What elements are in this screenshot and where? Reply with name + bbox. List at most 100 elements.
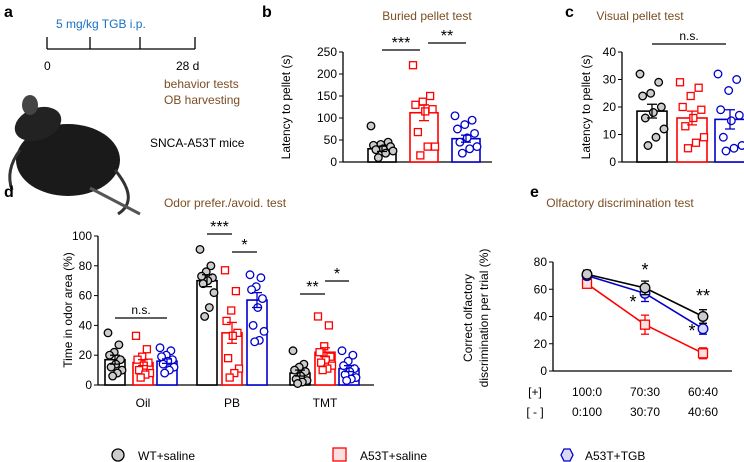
- significance-label: **: [306, 279, 318, 296]
- treatment-label: 5 mg/kg TGB i.p.: [56, 17, 146, 31]
- significance-label: **: [696, 286, 710, 306]
- x-tick-label-minus: 0:100: [572, 405, 602, 419]
- data-point: [200, 312, 210, 321]
- data-point: [131, 331, 141, 340]
- chart-title: Odor prefer./avoid. test: [164, 196, 287, 210]
- x-tick-label-plus: 60:40: [688, 385, 718, 399]
- significance-label: ***: [210, 219, 229, 236]
- y-axis-label: discrimination per trial (%): [477, 249, 491, 388]
- data-point: [639, 282, 651, 294]
- data-point: [209, 288, 219, 298]
- data-point: [158, 359, 168, 369]
- data-point: [416, 151, 425, 160]
- data-point: [638, 91, 648, 101]
- data-point: [425, 91, 435, 101]
- y-axis-label: Latency to pellet (s): [579, 55, 593, 160]
- data-point: [651, 132, 661, 142]
- panel-e: e Olfactory discrimination test Correct ol…: [461, 184, 732, 419]
- data-point: [195, 244, 205, 254]
- y-tick-label: 0: [540, 364, 547, 378]
- data-point: [713, 69, 723, 79]
- data-point: [423, 142, 432, 151]
- x-tick-label: PB: [224, 396, 240, 410]
- data-point: [373, 153, 383, 163]
- legend-label-tgb: A53T+TGB: [585, 449, 645, 462]
- timeline-start: 0: [44, 59, 51, 73]
- y-tick-label: 40: [79, 318, 93, 332]
- data-point: [697, 311, 709, 322]
- data-point: [724, 86, 734, 95]
- data-point: [697, 105, 706, 114]
- data-point: [639, 319, 651, 330]
- significance-label: **: [441, 28, 453, 45]
- data-point: [689, 113, 698, 123]
- x-tick-label: Oil: [136, 396, 151, 410]
- event-behavior: behavior tests: [164, 77, 239, 91]
- y-tick-label: 60: [534, 282, 548, 296]
- panel-label: d: [4, 184, 14, 201]
- y-tick-label: 40: [603, 45, 617, 59]
- legend-marker-a53t: [332, 447, 347, 462]
- y-tick-label: 40: [534, 310, 548, 324]
- data-point: [683, 144, 693, 153]
- data-point: [734, 110, 744, 120]
- panel-a: a 5 mg/kg TGB i.p. 0 28 d behavior tests…: [4, 4, 245, 216]
- data-point: [470, 128, 480, 138]
- significance-label: ***: [392, 35, 411, 52]
- data-point: [315, 348, 324, 357]
- data-point: [686, 91, 695, 101]
- panel-label: e: [530, 184, 539, 201]
- data-point: [465, 144, 475, 154]
- x-tick-label: TMT: [313, 396, 338, 410]
- legend-label-a53t: A53T+saline: [360, 449, 427, 462]
- panel-label: c: [565, 4, 574, 21]
- significance-label: *: [241, 237, 247, 254]
- y-axis-label: Correct olfactory: [461, 274, 475, 362]
- event-ob: OB harvesting: [164, 93, 240, 107]
- data-point: [366, 121, 376, 131]
- data-point: [654, 77, 664, 87]
- data-point: [155, 343, 165, 353]
- significance-label: *: [688, 321, 695, 341]
- significance-label: *: [641, 260, 648, 280]
- y-tick-label: 100: [317, 111, 337, 125]
- data-point: [681, 122, 690, 131]
- data-point: [371, 145, 381, 155]
- x-tick-label-minus: 30:70: [630, 405, 660, 419]
- data-point: [678, 102, 687, 112]
- data-point: [222, 316, 231, 326]
- data-point: [234, 364, 244, 373]
- significance-label: *: [629, 292, 636, 312]
- data-point: [228, 331, 237, 340]
- data-point: [259, 326, 269, 336]
- y-tick-label: 100: [72, 229, 92, 243]
- data-point: [293, 379, 303, 388]
- panel-c: c Visual pellet test Latency to pellet (s)…: [565, 4, 744, 169]
- y-axis-label: Latency to pellet (s): [279, 55, 293, 160]
- chart-title: Olfactory discrimination test: [546, 196, 694, 210]
- timeline: [46, 37, 196, 50]
- data-point: [313, 312, 323, 321]
- legend-marker-wt: [111, 448, 125, 462]
- data-point: [643, 141, 653, 150]
- y-tick-label: 30: [603, 73, 617, 87]
- y-tick-label: 20: [603, 100, 617, 114]
- y-tick-label: 200: [317, 67, 337, 81]
- data-point: [348, 350, 358, 360]
- data-point: [729, 143, 739, 153]
- data-point: [694, 83, 703, 92]
- timeline-end: 28 d: [176, 59, 199, 73]
- data-point: [230, 368, 239, 378]
- y-tick-label: 250: [317, 45, 337, 59]
- data-point: [247, 285, 257, 295]
- data-point: [646, 88, 656, 98]
- y-tick-label: 20: [79, 348, 93, 362]
- data-point: [718, 132, 728, 142]
- panel-d: d Odor prefer./avoid. test Time in odor ar…: [4, 184, 374, 410]
- data-point: [337, 346, 347, 356]
- data-point: [421, 107, 430, 116]
- legend-label-wt: WT+saline: [138, 449, 195, 462]
- y-tick-label: 60: [79, 289, 93, 303]
- data-point: [248, 320, 258, 330]
- data-point: [408, 61, 418, 70]
